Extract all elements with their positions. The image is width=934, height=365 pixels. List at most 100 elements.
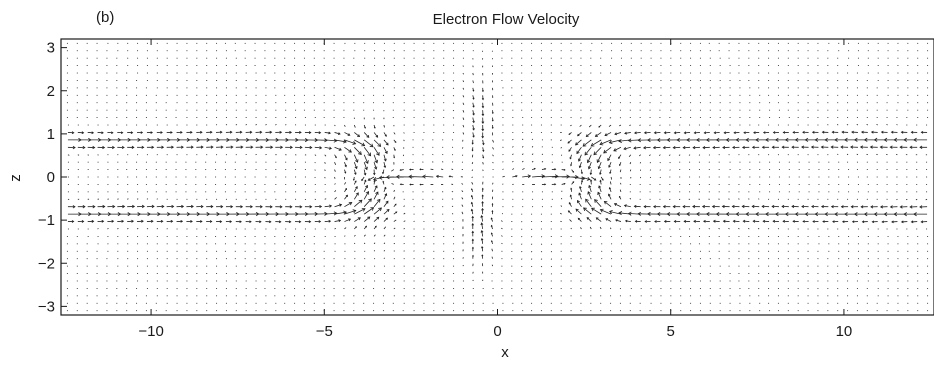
- velocity-arrow: [403, 162, 404, 163]
- velocity-arrow: [813, 131, 819, 133]
- velocity-arrow: [68, 220, 74, 222]
- velocity-arrow: [216, 131, 222, 133]
- velocity-arrow: [453, 110, 454, 111]
- velocity-arrow: [335, 155, 337, 158]
- velocity-arrow: [654, 146, 661, 149]
- velocity-arrow: [382, 170, 384, 174]
- velocity-arrow: [502, 176, 504, 177]
- velocity-arrow: [570, 155, 572, 159]
- velocity-arrow: [615, 132, 621, 134]
- velocity-arrow: [493, 155, 494, 157]
- velocity-arrow: [226, 125, 227, 126]
- vector-field: [67, 43, 928, 310]
- velocity-arrow: [473, 132, 475, 137]
- velocity-arrow: [472, 162, 473, 164]
- velocity-arrow: [857, 124, 858, 125]
- velocity-arrow: [561, 259, 562, 260]
- velocity-arrow: [522, 175, 530, 178]
- velocity-arrow: [911, 131, 917, 133]
- velocity-arrow: [522, 139, 523, 140]
- velocity-arrow: [463, 95, 464, 97]
- velocity-arrow: [551, 251, 552, 252]
- velocity-arrow: [541, 266, 542, 267]
- velocity-arrow: [600, 180, 602, 184]
- velocity-arrow: [384, 155, 386, 161]
- velocity-arrow: [920, 146, 927, 149]
- velocity-arrow: [127, 146, 134, 149]
- velocity-arrow: [753, 146, 760, 148]
- velocity-arrow: [335, 204, 342, 207]
- velocity-arrow: [98, 146, 105, 149]
- velocity-arrow: [374, 217, 379, 221]
- velocity-arrow: [285, 131, 291, 133]
- velocity-arrow: [265, 124, 266, 125]
- velocity-arrow: [344, 155, 347, 160]
- velocity-arrow: [670, 170, 671, 171]
- velocity-arrow: [634, 205, 640, 207]
- velocity-arrow: [625, 132, 631, 134]
- velocity-arrow: [472, 216, 474, 221]
- velocity-arrow: [265, 221, 270, 223]
- velocity-arrow: [608, 155, 611, 161]
- velocity-arrow: [881, 206, 888, 209]
- velocity-arrow: [246, 131, 252, 133]
- velocity-arrow: [481, 231, 483, 237]
- velocity-arrow: [887, 124, 888, 125]
- velocity-arrow: [679, 155, 680, 156]
- velocity-arrow: [88, 132, 94, 134]
- velocity-arrow: [471, 202, 473, 206]
- velocity-arrow: [862, 221, 867, 223]
- velocity-arrow: [482, 188, 483, 191]
- y-tick-label: −2: [38, 255, 55, 272]
- velocity-arrow: [823, 221, 828, 223]
- velocity-arrow: [803, 131, 809, 133]
- velocity-arrow: [841, 146, 848, 149]
- velocity-arrow: [572, 182, 574, 185]
- velocity-arrow: [354, 155, 358, 162]
- velocity-arrow: [236, 131, 242, 133]
- velocity-arrow: [482, 195, 484, 199]
- velocity-arrow: [491, 241, 492, 244]
- velocity-arrow: [394, 228, 395, 229]
- velocity-arrow: [117, 132, 122, 134]
- velocity-arrow: [394, 155, 395, 158]
- velocity-arrow: [423, 175, 433, 178]
- y-tick-label: 1: [47, 126, 55, 143]
- velocity-arrow: [344, 170, 345, 173]
- velocity-arrow: [583, 140, 591, 146]
- velocity-arrow: [900, 206, 907, 209]
- velocity-arrow: [822, 131, 828, 133]
- velocity-arrow: [354, 181, 356, 184]
- velocity-arrow: [394, 251, 395, 252]
- velocity-arrow: [246, 221, 251, 223]
- velocity-arrow: [871, 206, 878, 209]
- velocity-arrow: [196, 131, 202, 133]
- velocity-arrow: [368, 177, 374, 180]
- velocity-arrow: [157, 220, 163, 222]
- velocity-arrow: [512, 139, 513, 140]
- velocity-arrow: [473, 110, 475, 115]
- velocity-arrow: [384, 132, 386, 136]
- velocity-arrow: [88, 146, 95, 149]
- velocity-arrow: [137, 220, 143, 222]
- velocity-arrow: [482, 209, 484, 215]
- velocity-arrow: [404, 221, 406, 222]
- velocity-arrow: [521, 266, 522, 267]
- velocity-arrow: [664, 132, 670, 134]
- velocity-arrow: [624, 147, 631, 150]
- velocity-arrow: [902, 221, 908, 223]
- velocity-arrow: [541, 274, 542, 275]
- velocity-arrow: [410, 184, 414, 185]
- velocity-arrow: [374, 155, 378, 163]
- velocity-arrow: [619, 162, 621, 165]
- velocity-arrow: [335, 125, 336, 126]
- velocity-arrow: [206, 205, 213, 207]
- velocity-arrow: [453, 88, 454, 89]
- velocity-arrow: [532, 154, 533, 155]
- velocity-arrow: [640, 162, 641, 163]
- velocity-arrow: [354, 227, 356, 229]
- velocity-arrow: [315, 220, 321, 222]
- velocity-arrow: [78, 155, 79, 156]
- velocity-arrow: [578, 132, 582, 135]
- velocity-arrow: [900, 146, 907, 149]
